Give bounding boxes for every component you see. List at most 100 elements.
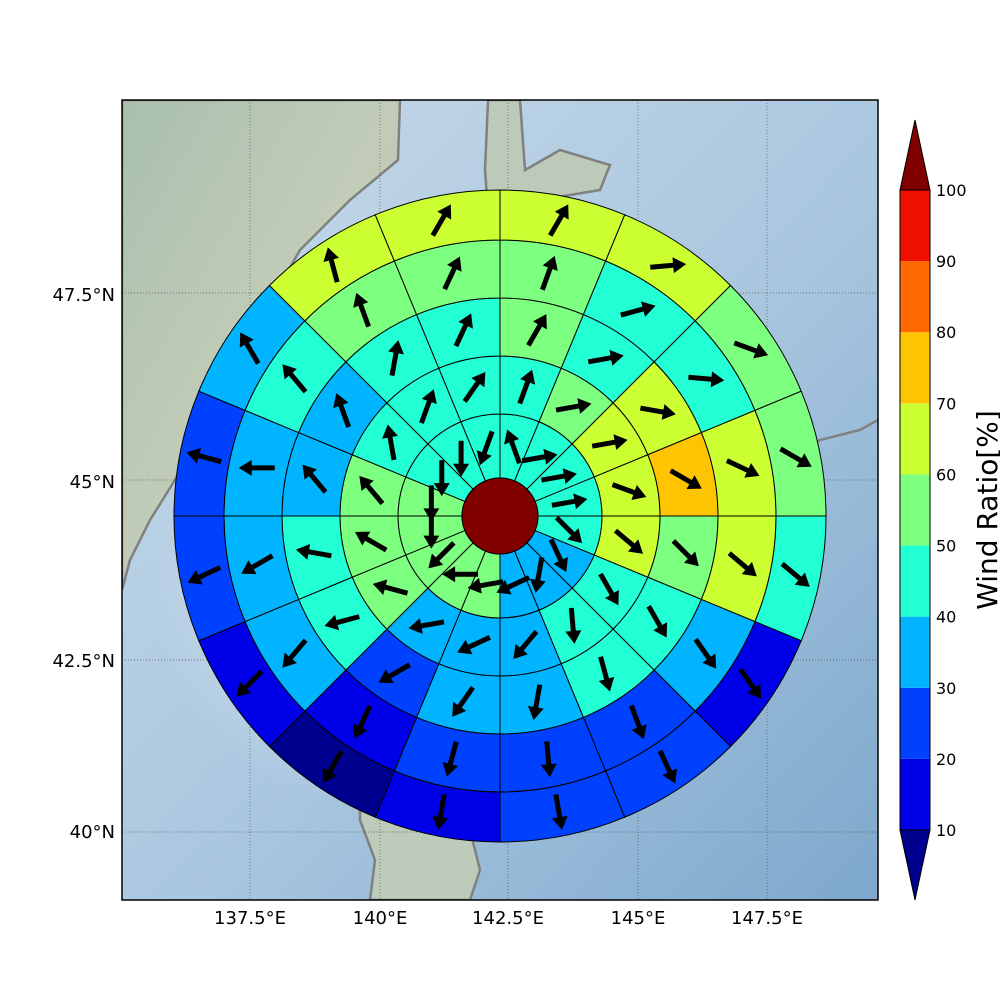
wind-arrow [639, 404, 676, 420]
wind-arrow [598, 572, 619, 606]
wind-arrow [408, 618, 445, 634]
wind-arrow [453, 313, 473, 348]
colorbar-tick-label: 10 [936, 821, 956, 840]
colorbar-bin [900, 545, 930, 617]
wind-arrow [780, 561, 810, 587]
wind-arrow [598, 656, 615, 692]
wind-arrow [548, 204, 569, 237]
wind-arrow [322, 750, 344, 783]
wind-arrow [238, 459, 275, 476]
wind-arrow [353, 292, 371, 328]
colorbar-tick-label: 40 [936, 608, 956, 627]
lon-tick-label: 140°E [353, 908, 408, 929]
wind-arrow [187, 565, 222, 585]
wind-arrow [453, 440, 470, 477]
wind-arrow [372, 579, 409, 596]
colorbar-bin [900, 190, 930, 262]
wind-arrow [430, 204, 452, 237]
map-border [121, 99, 879, 901]
wind-arrow [529, 557, 546, 593]
wind-arrow [295, 543, 332, 560]
wind-arrow [442, 566, 479, 583]
wind-arrow [433, 460, 450, 497]
wind-arrow [323, 247, 340, 283]
wind-arrow [620, 301, 656, 318]
wind-arrow [423, 512, 440, 549]
wind-arrow [476, 430, 495, 466]
wind-arrow [565, 607, 582, 644]
colorbar-title: Wind Ratio[%] [971, 410, 1000, 610]
wind-arrow [688, 371, 725, 388]
colorbar-extend-min [899, 829, 931, 901]
wind-arrow [382, 424, 398, 461]
wind-arrow [646, 605, 668, 638]
wind-arrow [452, 686, 475, 717]
colorbar-bin [900, 474, 930, 546]
wind-arrow [355, 531, 388, 553]
longitude-tick-labels: 137.5°E 140°E 142.5°E 145°E 147.5°E [214, 908, 803, 929]
wind-arrow [733, 340, 769, 359]
lon-tick-label: 145°E [611, 908, 666, 929]
wind-arrow [388, 340, 404, 377]
wind-arrow [629, 704, 647, 740]
wind-arrow [727, 551, 757, 577]
lat-tick-label: 40°N [70, 822, 115, 843]
wind-arrow [432, 794, 449, 830]
wind-arrow [693, 637, 717, 669]
wind-arrow [587, 349, 624, 366]
lat-tick-label: 47.5°N [52, 285, 115, 306]
colorbar-bin [900, 758, 930, 830]
wind-arrow [239, 332, 261, 365]
wind-arrow [282, 638, 308, 668]
wind-arrow [282, 364, 308, 394]
wind-arrow [540, 741, 557, 778]
wind-arrow [541, 468, 577, 484]
wind-arrow [496, 575, 531, 595]
rose-center [461, 477, 539, 555]
wind-arrow [513, 629, 539, 660]
wind-rose [173, 189, 827, 843]
wind-arrow [428, 541, 456, 569]
wind-arrow [650, 257, 687, 274]
colorbar-tick-label: 70 [936, 394, 956, 413]
wind-arrow [671, 539, 699, 567]
wind-arrow [548, 538, 568, 573]
latitude-tick-labels: 40°N 42.5°N 45°N 47.5°N [52, 285, 115, 843]
wind-arrow [725, 458, 760, 478]
wind-arrow [442, 741, 459, 777]
wind-arrow [504, 429, 522, 465]
wind-arrow [457, 635, 491, 655]
wind-arrow [555, 398, 592, 414]
wind-arrow [324, 614, 360, 631]
colorbar-tick-label: 80 [936, 323, 956, 342]
lat-tick-label: 45°N [70, 472, 115, 493]
lon-tick-label: 147.5°E [731, 908, 803, 929]
colorbar-bin [900, 403, 930, 475]
lon-tick-label: 142.5°E [472, 908, 544, 929]
colorbar-tick-label: 20 [936, 750, 956, 769]
colorbar-tick-label: 60 [936, 465, 956, 484]
wind-arrow [591, 434, 628, 451]
colorbar-extend-max [899, 119, 931, 191]
wind-arrow [669, 468, 702, 490]
colorbar-bin [900, 261, 930, 333]
wind-arrow [419, 389, 437, 424]
wind-arrow [521, 448, 558, 465]
wind-arrow [551, 794, 568, 830]
colorbar-tick-label: 50 [936, 537, 956, 556]
colorbar-tick-label: 30 [936, 679, 956, 698]
wind-arrow [423, 485, 440, 522]
wind-arrow [526, 314, 547, 347]
lon-tick-label: 137.5°E [214, 908, 286, 929]
wind-arrow [613, 528, 644, 554]
wind-arrow [352, 704, 373, 739]
wind-arrow [467, 577, 504, 594]
colorbar-bin [900, 616, 930, 688]
wind-arrow [554, 515, 583, 544]
colorbar: 10 20 30 40 50 60 70 80 90 100 [899, 119, 967, 901]
wind-arrow [540, 255, 558, 291]
wind-arrow [527, 684, 544, 721]
wind-arrow [302, 464, 328, 494]
wind-arrow [779, 446, 812, 468]
colorbar-bin [900, 687, 930, 759]
